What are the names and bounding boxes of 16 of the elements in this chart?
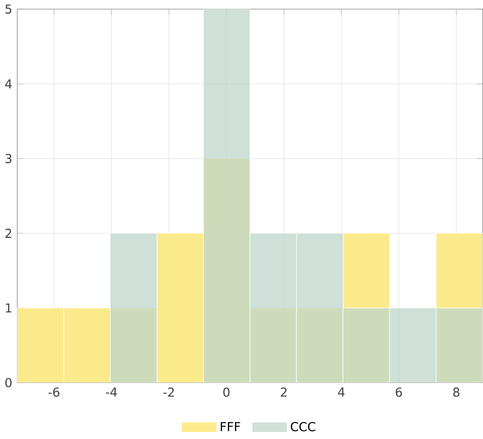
- x-tick-label: -4: [106, 388, 117, 397]
- x-tick-label: 4: [338, 388, 345, 397]
- x-tick-label: 8: [453, 388, 460, 397]
- x-tick-label: -2: [163, 388, 174, 397]
- x-tick-label: 2: [280, 388, 287, 397]
- y-tick-label: 2: [5, 228, 12, 238]
- x-tick-label: 0: [223, 388, 230, 397]
- y-tick-label: 4: [5, 80, 12, 88]
- y-tick-label: 3: [6, 154, 12, 164]
- legend-label: FFF: [220, 422, 240, 432]
- y-tick-label: 5: [6, 4, 12, 14]
- legend-label: CCC: [290, 422, 316, 432]
- y-tick-label: 1: [6, 304, 12, 313]
- y-tick-label: 0: [5, 378, 12, 388]
- x-tick-label: 6: [396, 388, 402, 397]
- x-tick-label: -6: [48, 388, 60, 397]
